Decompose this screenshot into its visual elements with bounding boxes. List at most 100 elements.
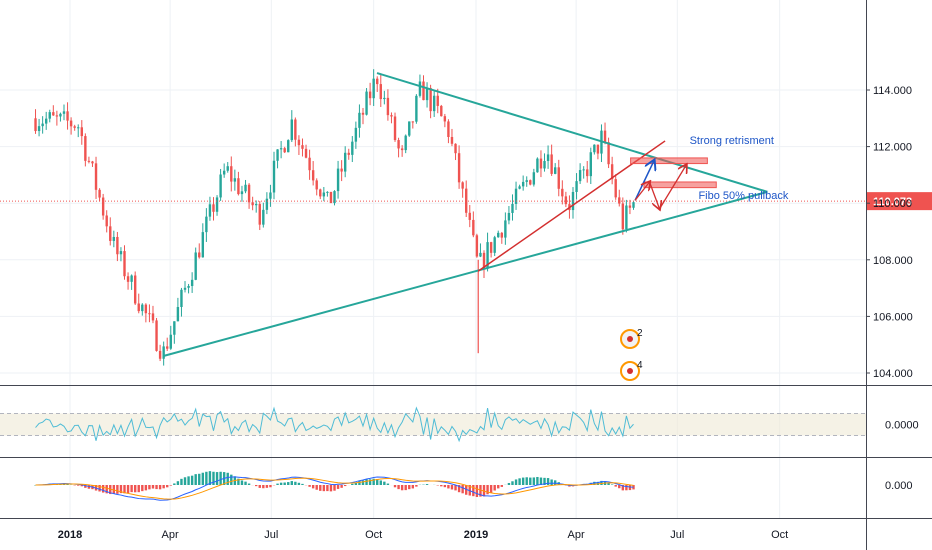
macd-histogram-bar bbox=[230, 474, 233, 485]
candle-body bbox=[386, 97, 390, 116]
event-count: 2 bbox=[637, 328, 643, 339]
price-panel[interactable]: 110.073 Strong retrisment Fibo 50% pullbac… bbox=[0, 69, 932, 381]
candle-body bbox=[411, 121, 415, 123]
x-tick-label: Oct bbox=[365, 529, 382, 541]
macd-histogram-bar bbox=[294, 481, 297, 485]
candle-body bbox=[215, 197, 219, 212]
candle-body bbox=[101, 197, 105, 216]
candle-body bbox=[521, 181, 525, 187]
macd-histogram-bar bbox=[116, 485, 119, 494]
macd-line bbox=[35, 476, 634, 501]
candle-body bbox=[343, 152, 347, 172]
candle-body bbox=[311, 170, 315, 181]
candle-body bbox=[255, 204, 258, 206]
macd-histogram-bar bbox=[319, 485, 322, 491]
macd-histogram-bar bbox=[180, 478, 183, 485]
candle-body bbox=[390, 115, 393, 117]
macd-histogram-bar bbox=[297, 482, 301, 485]
label-strong-retracement[interactable]: Strong retrisment bbox=[690, 135, 774, 147]
candle-body bbox=[578, 170, 582, 182]
candle-body bbox=[116, 236, 119, 255]
candle-body bbox=[166, 346, 169, 349]
candle-body bbox=[84, 136, 87, 161]
projection-arrow-red[interactable] bbox=[658, 165, 687, 210]
lower-trendline[interactable] bbox=[163, 190, 768, 357]
candle-body bbox=[240, 191, 244, 195]
candle-body bbox=[347, 152, 350, 155]
oscillator-panel[interactable]: 0.0000 bbox=[0, 406, 919, 443]
candle-body bbox=[440, 105, 443, 117]
candle-body bbox=[589, 152, 592, 177]
candle-body bbox=[141, 304, 144, 312]
signal-line bbox=[35, 477, 634, 500]
candle-body bbox=[244, 184, 247, 192]
candle-body bbox=[190, 279, 194, 287]
candle-body bbox=[379, 84, 382, 100]
resistance-zone[interactable] bbox=[630, 157, 708, 165]
macd-histogram-bar bbox=[497, 485, 500, 489]
candle-body bbox=[91, 161, 94, 164]
candle-body bbox=[415, 95, 418, 122]
macd-histogram-bar bbox=[66, 484, 69, 485]
label-fibo-pullback[interactable]: Fibo 50% pullback bbox=[698, 190, 788, 202]
macd-histogram-bar bbox=[486, 485, 489, 495]
macd-histogram-bar bbox=[521, 477, 525, 485]
macd-histogram-bar bbox=[607, 482, 610, 485]
y-tick-label: 104.000 bbox=[873, 368, 913, 380]
candle-body bbox=[408, 121, 411, 136]
candle-body bbox=[603, 130, 607, 143]
macd-histogram-bar bbox=[219, 471, 222, 485]
macd-histogram-bar bbox=[137, 485, 140, 493]
candle-body bbox=[208, 204, 212, 217]
candle-body bbox=[472, 219, 475, 236]
macd-histogram-bar bbox=[290, 481, 293, 485]
candle-body bbox=[351, 141, 354, 155]
resistance-zone[interactable] bbox=[643, 181, 717, 189]
candle-body bbox=[109, 226, 112, 241]
projection-arrow-red[interactable] bbox=[648, 181, 660, 209]
macd-histogram-bar bbox=[411, 485, 415, 489]
projection-arrow-red[interactable] bbox=[634, 182, 649, 201]
macd-histogram-bar bbox=[383, 481, 386, 485]
macd-histogram-bar bbox=[457, 485, 461, 493]
candle-body bbox=[322, 192, 326, 197]
candle-body bbox=[333, 191, 336, 204]
candle-body bbox=[514, 188, 518, 204]
macd-histogram-bar bbox=[162, 485, 165, 489]
candle-body bbox=[432, 95, 436, 112]
macd-histogram-bar bbox=[148, 485, 151, 490]
candle-body bbox=[262, 209, 265, 225]
candle-body bbox=[618, 197, 621, 204]
macd-histogram-bar bbox=[450, 485, 454, 490]
candle-body bbox=[205, 216, 208, 233]
candle-body bbox=[461, 182, 464, 189]
macd-histogram-bar bbox=[130, 485, 133, 493]
macd-histogram-bar bbox=[190, 475, 194, 485]
y-tick-label: 114.000 bbox=[873, 85, 912, 97]
macd-histogram-bar bbox=[408, 485, 411, 490]
macd-histogram-bar bbox=[361, 480, 365, 485]
candle-body bbox=[500, 232, 504, 238]
candle-body bbox=[151, 313, 155, 321]
candle-body bbox=[287, 140, 290, 153]
candle-body bbox=[529, 180, 532, 185]
candle-body bbox=[112, 236, 116, 241]
candle-body bbox=[269, 192, 272, 199]
candle-body bbox=[429, 88, 432, 112]
macd-histogram-bar bbox=[176, 481, 180, 485]
macd-histogram-bar bbox=[201, 472, 205, 485]
candle-body bbox=[180, 289, 183, 307]
y-tick-label: 108.000 bbox=[873, 255, 913, 267]
macd-panel[interactable]: 0.000 bbox=[34, 471, 913, 501]
macd-histogram-bar bbox=[255, 485, 258, 487]
candle-body bbox=[176, 306, 180, 322]
candle-body bbox=[94, 163, 98, 190]
candle-body bbox=[55, 115, 59, 117]
candle-body bbox=[279, 148, 283, 150]
candle-body bbox=[575, 181, 578, 192]
macd-histogram-bar bbox=[123, 485, 126, 494]
macd-histogram-bar bbox=[326, 485, 329, 492]
macd-histogram-bar bbox=[244, 481, 247, 485]
upper-trendline[interactable] bbox=[376, 72, 768, 193]
